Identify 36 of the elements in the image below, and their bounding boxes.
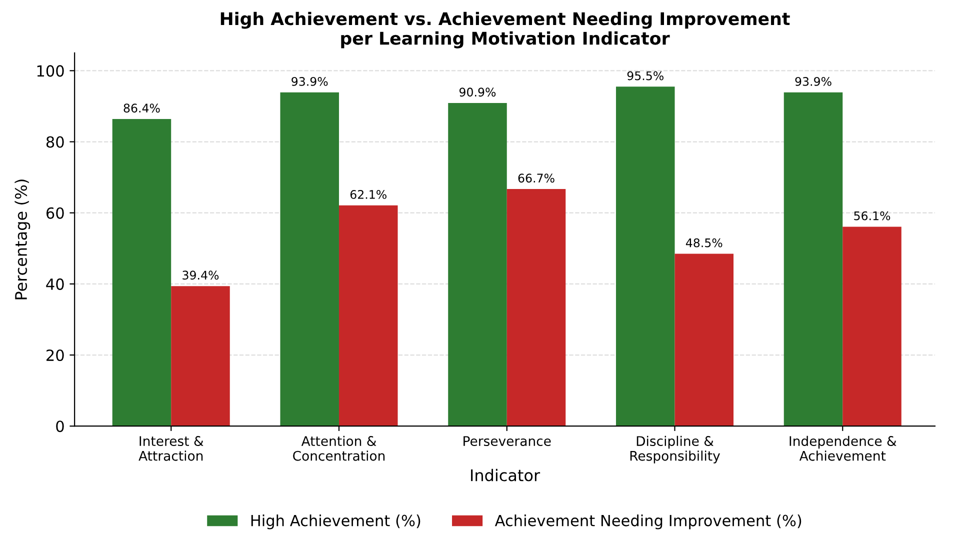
- bar: [448, 103, 507, 426]
- y-tick-label: 100: [37, 65, 64, 77]
- bar: [842, 226, 902, 426]
- legend-label: High Achievement (%): [251, 514, 420, 530]
- x-axis-title: Indicator: [471, 468, 540, 482]
- x-tick-label: Discipline & Responsibility: [630, 436, 720, 464]
- y-tick-label: 80: [46, 136, 64, 148]
- y-tick-label: 0: [56, 420, 64, 432]
- bar: [674, 254, 734, 426]
- data-label: 95.5%: [627, 71, 664, 80]
- data-label: 90.9%: [459, 88, 496, 97]
- data-label: 93.9%: [292, 76, 328, 86]
- data-label: 86.4%: [124, 104, 160, 113]
- x-tick-label: Perseverance: [464, 436, 551, 446]
- x-tick-label: Attention & Concentration: [293, 436, 385, 461]
- y-axis-title: Percentage (%): [14, 180, 30, 300]
- y-tick-label: 60: [46, 207, 64, 219]
- data-label: 93.9%: [795, 76, 832, 86]
- bar: [506, 189, 566, 426]
- bar: [784, 92, 843, 426]
- data-label: 56.1%: [854, 211, 890, 220]
- data-label: 39.4%: [182, 270, 219, 280]
- bar: [616, 86, 675, 426]
- chart-title: High Achievement vs. Achievement Needing Improvement per Learning Motivation Indicator: [220, 12, 790, 48]
- bar: [338, 205, 398, 426]
- data-label: 62.1%: [350, 190, 386, 199]
- y-tick-label: 40: [46, 278, 64, 290]
- bar: [171, 286, 230, 426]
- bar: [280, 92, 339, 426]
- data-label: 66.7%: [518, 174, 554, 183]
- x-tick-label: Independence & Achievement: [790, 436, 896, 461]
- bar: [112, 119, 172, 426]
- legend-label: Achievement Needing Improvement (%): [494, 514, 802, 530]
- data-label: 48.5%: [686, 238, 722, 248]
- x-tick-label: Interest & Attraction: [138, 436, 204, 461]
- y-tick-label: 20: [46, 349, 64, 362]
